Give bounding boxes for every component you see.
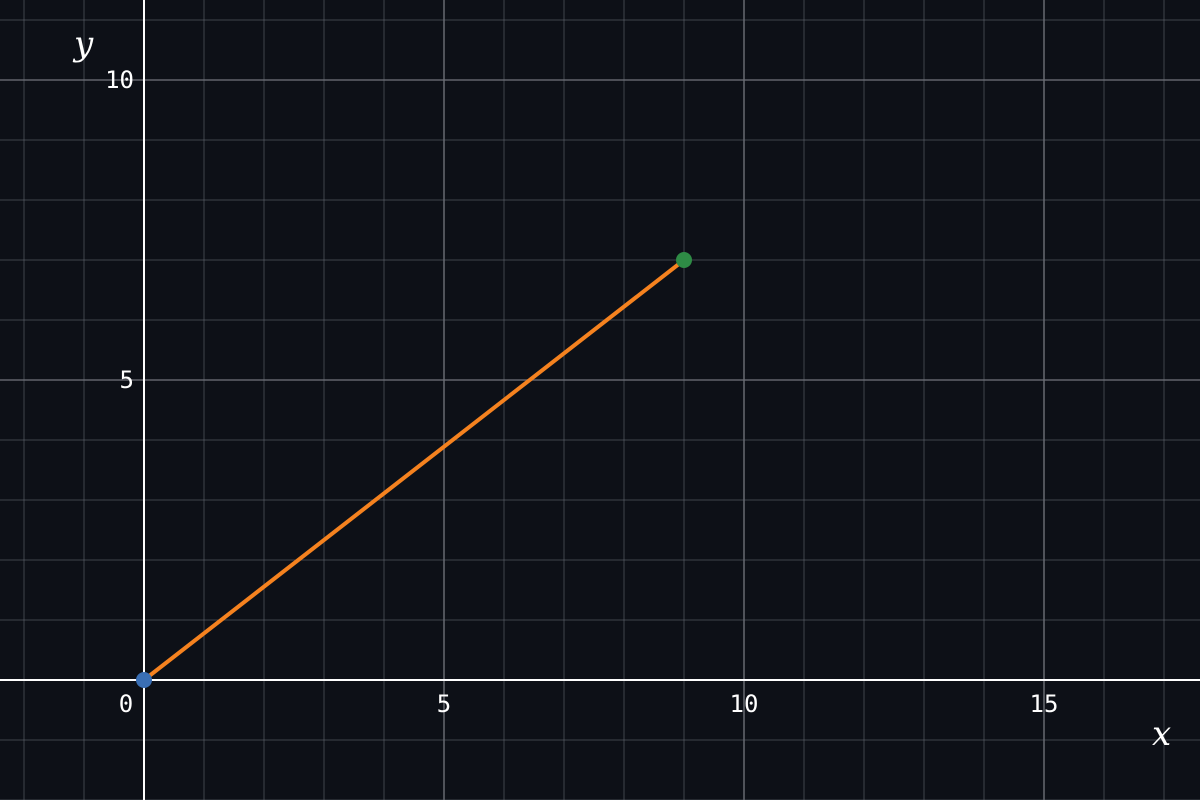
y-axis-title: y [72,24,94,64]
data-series [142,257,686,682]
x-tick-label: 5 [437,690,451,718]
x-tick-label: 10 [730,690,759,718]
start-point [136,671,152,688]
origin-tick-label: 0 [119,690,133,718]
y-tick-label: 10 [105,66,134,94]
y-tick-label: 5 [120,366,134,394]
line-segment [142,257,686,682]
x-tick-label: 15 [1030,690,1059,718]
end-point [676,251,692,268]
data-markers [136,251,692,688]
tick-labels: 0 5 10 15 5 10 [105,66,1058,718]
x-axis-title: x [1152,714,1171,754]
